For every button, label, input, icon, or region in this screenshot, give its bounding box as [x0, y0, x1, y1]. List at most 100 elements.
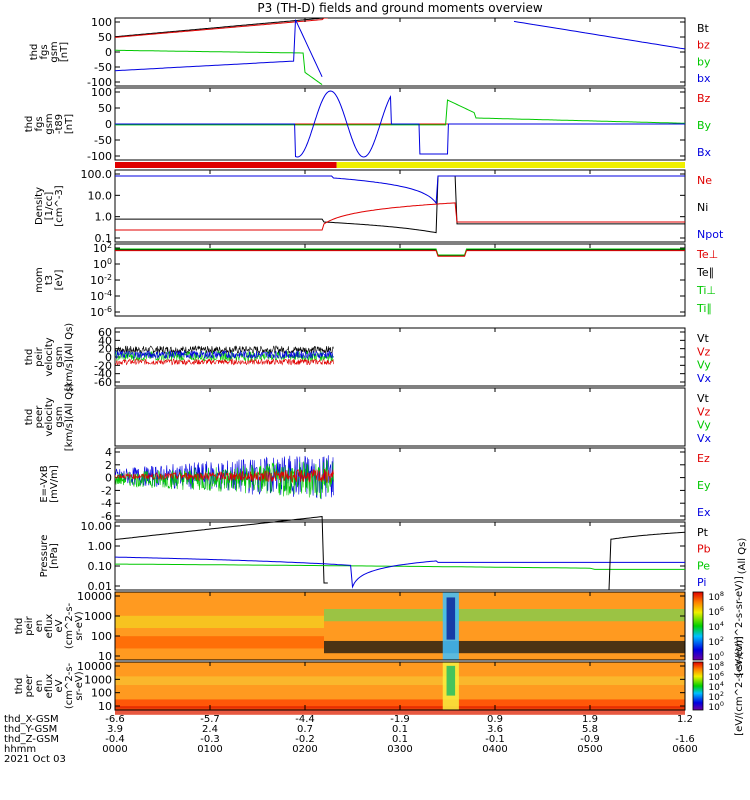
legend-vy: Vy [697, 359, 711, 372]
y-axis-label-line: -t89 [54, 114, 65, 134]
heatmap-band [115, 676, 685, 686]
figure-title: P3 (TH-D) fields and ground moments over… [257, 1, 542, 15]
legend-pt: Pt [697, 526, 709, 539]
y-axis-label: thd fgs gsm [nT] [29, 41, 70, 62]
y-tick-label: 100 [91, 687, 112, 700]
colorbar-strip [692, 661, 704, 711]
x-tick-label: 0600 [672, 744, 697, 755]
panel-9: 10000 1000 100 10 thd peir en eflux eV (cm^2-s-sr… [14, 590, 686, 663]
y-tick-label: 0 [105, 351, 112, 364]
legend-vx: Vx [697, 372, 712, 385]
trace-e-red [115, 468, 334, 484]
y-axis-label-line: thd [14, 678, 25, 695]
x-tick-label: -0.2 [295, 734, 315, 745]
y-tick-label: -40 [94, 368, 112, 381]
colorbar-tick-label: 104 [708, 620, 724, 633]
panel-frame [114, 521, 686, 591]
colorbar-tick-label: 108 [708, 590, 724, 603]
trace-pt-late [608, 531, 685, 591]
legend-pi: Pi [697, 576, 706, 589]
y-tick-label: -4 [101, 497, 112, 510]
y-axis-label: mom t3 [eV] [34, 267, 65, 293]
x-tick-label: 3.9 [107, 724, 123, 735]
legend-ex: Ex [697, 506, 711, 519]
y-tick-label: 100 [91, 630, 112, 643]
colorbar-tick-label: 100 [708, 700, 724, 713]
x-tick-label: -1.9 [390, 714, 410, 725]
y-tick-label: 0.10 [88, 560, 113, 573]
panel-frame [114, 243, 686, 317]
legend-te⊥: Te⊥ [696, 248, 718, 261]
y-axis-label-line: velocity [44, 397, 55, 436]
x-tick-label: 5.8 [582, 724, 598, 735]
y-axis-label-line: [cm^-3] [54, 185, 65, 226]
heatmap-band [115, 636, 324, 649]
mode-bar-segment-2 [336, 162, 685, 168]
y-axis-label-line: thd [29, 44, 40, 61]
y-axis-label-line: thd [24, 409, 35, 426]
heatmap-band [115, 699, 685, 709]
y-axis-label-line: [eV] [54, 270, 65, 291]
x-row-label: thd_Z-GSM [4, 734, 59, 745]
legend-te∥: Te∥ [696, 266, 714, 279]
y-axis-label-line: eV [54, 679, 65, 692]
y-axis-label-line: [mV/m] [49, 465, 60, 503]
y-tick-label: 10-2 [90, 273, 112, 287]
x-tick-label: -0.4 [105, 734, 125, 745]
x-axis: thd_X-GSM -6.6 -5.7 -4.4 -1.9 0.9 1.9 1.2 thd_Y-… [4, 18, 698, 765]
legend-ti⊥: Ti⊥ [696, 284, 716, 297]
y-axis-label-line: en [34, 620, 45, 633]
heatmap-band [324, 640, 685, 654]
y-tick-label: 1000 [84, 673, 112, 686]
y-tick-label: -100 [87, 150, 112, 163]
y-tick-label: 10 [98, 700, 112, 713]
trace-ne [115, 202, 685, 231]
y-tick-label: 100.0 [81, 168, 113, 181]
x-tick-label: -1.6 [675, 734, 695, 745]
y-tick-label: 10 [98, 650, 112, 663]
y-tick-label: 50 [98, 102, 112, 115]
traces [115, 516, 685, 591]
trace-te-perp [115, 250, 685, 257]
y-axis-label-line: peer [24, 674, 35, 698]
panel-4: 102 100 10-2 10-4 10-6 mom t3 [eV] Te⊥ Te∥ Ti⊥ Ti∥ [34, 241, 718, 319]
x-tick-label: 0400 [482, 744, 507, 755]
panel-8: 10.00 1.00 0.10 0.01 Pressure [nPa] Pt Pb Pe Pi (A… [39, 516, 748, 593]
y-tick-label: 10000 [77, 590, 112, 603]
panel-3: 100.0 10.0 1.0 0.1 Density [1/cc] [cm^-3] Ne Ni N… [34, 168, 724, 245]
mode-bar [115, 162, 685, 168]
y-axis-label-line: thd [24, 349, 35, 366]
y-axis-label-line: peir [34, 346, 45, 366]
x-tick-label: 0.9 [487, 714, 503, 725]
y-tick-label: -20 [94, 359, 112, 372]
y-axis-label-line: sr-eV) [74, 611, 85, 640]
legend-bx: Bx [697, 146, 712, 159]
x-tick-label: -0.9 [580, 734, 600, 745]
y-tick-label: 102 [93, 241, 112, 255]
x-tick-label: 3.6 [487, 724, 503, 735]
y-tick-label: -60 [94, 376, 112, 389]
traces [115, 18, 685, 86]
legend-pe: Pe [697, 559, 710, 572]
colorbar-tick-label: 102 [708, 690, 724, 703]
y-tick-label: 50 [98, 31, 112, 44]
mode-bar-segment-1 [115, 162, 337, 168]
y-tick-label: 40 [98, 334, 112, 347]
colorbar-label: [eV/(cm^2-s-sr-eV)] [734, 576, 745, 676]
y-axis-label-line: (cm^2-s- [64, 662, 75, 709]
y-tick-label: 2 [105, 459, 112, 472]
legend-vz: Vz [697, 345, 711, 358]
y-axis-label-line: mom [34, 267, 45, 293]
y-axis-label-line: eflux [44, 614, 55, 639]
x-tick-label: 0100 [197, 744, 222, 755]
y-axis-label-line: thd [14, 618, 25, 635]
trace-ni [115, 175, 685, 234]
colorbar-tick-label: 104 [708, 680, 724, 693]
legend-ez: Ez [697, 452, 710, 465]
y-tick-label: 1.00 [88, 540, 113, 553]
legend-bz: Bz [697, 92, 711, 105]
trace-v-blue [115, 349, 334, 360]
y-tick-label: 0.1 [95, 232, 113, 245]
